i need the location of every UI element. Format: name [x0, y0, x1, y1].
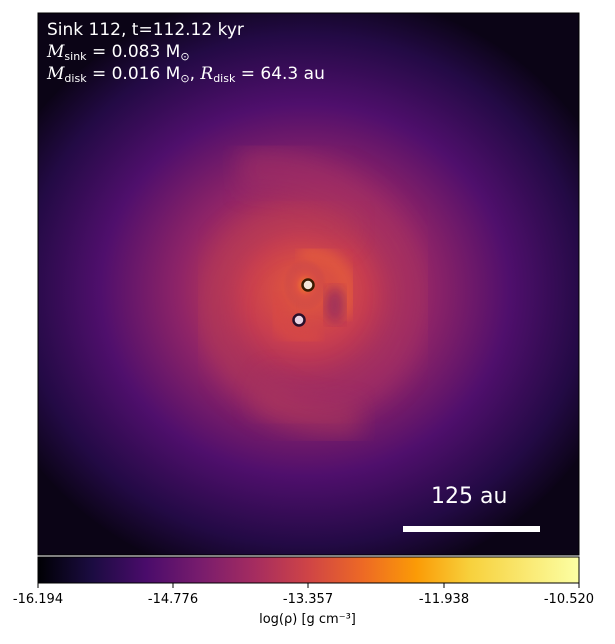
colorbar-label: log(ρ) [g cm⁻³]: [259, 612, 356, 627]
sink-marker-a: [301, 278, 315, 292]
density-image: [38, 13, 579, 555]
colorbar-ticks: [37, 583, 580, 588]
scale-bar-label: 125 au: [431, 484, 508, 509]
colorbar-tick-label: -13.357: [282, 592, 334, 607]
colorbar-tick-label: -11.938: [418, 592, 470, 607]
sink-marker-b: [292, 313, 306, 327]
disk-annotation: Mdisk = 0.016 M⊙, Rdisk = 64.3 au: [47, 64, 325, 85]
colorbar-tick-label: -10.520: [543, 592, 595, 607]
sink-mass-annotation: Msink = 0.083 M⊙: [47, 42, 190, 63]
plot-frame: [37, 12, 580, 556]
colorbar-tick-label: -16.194: [12, 592, 64, 607]
sink-title: Sink 112, t=112.12 kyr: [47, 20, 244, 40]
colorbar-tick-label: -14.776: [147, 592, 199, 607]
scale-bar: [403, 526, 540, 532]
colorbar: [37, 556, 580, 584]
